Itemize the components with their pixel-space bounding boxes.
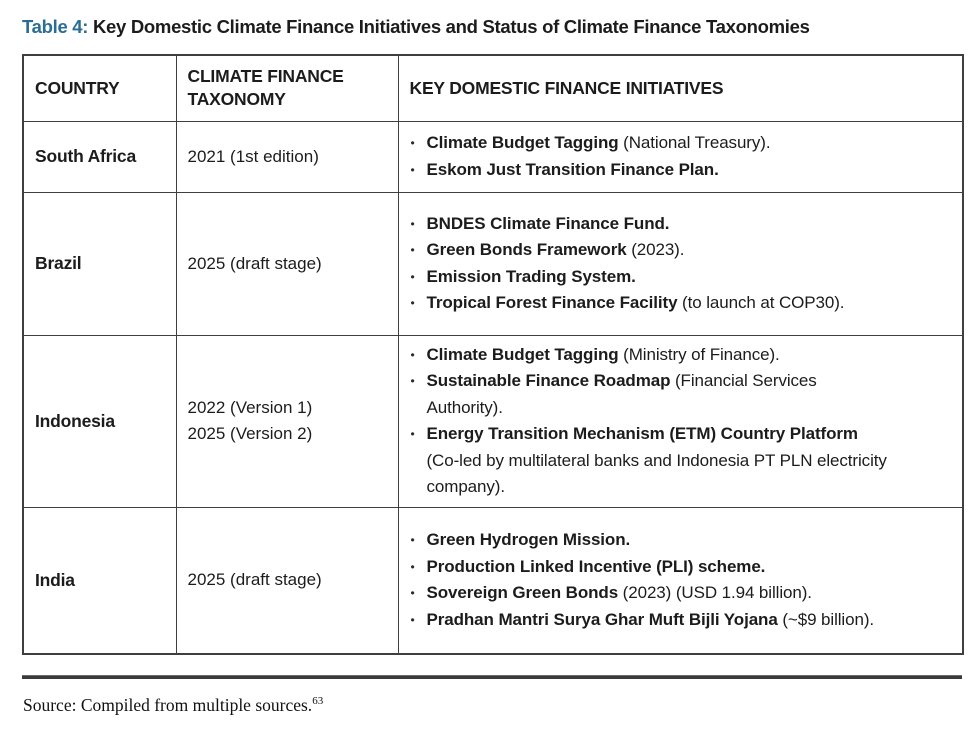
country-cell: South Africa [22, 120, 177, 193]
initiative-item: • Tropical Forest Finance Facility (to la… [409, 290, 955, 317]
initiative-text: BNDES Climate Finance Fund. [426, 213, 670, 233]
document-page: Table 4: Key Domestic Climate Finance In… [22, 0, 964, 716]
bullet-icon: • [410, 269, 415, 284]
bullet-icon: • [410, 347, 415, 362]
bullet-icon: • [410, 559, 415, 574]
column-header-country: COUNTRY [22, 54, 177, 122]
initiative-item: • Sustainable Finance Roadmap (Financial … [409, 368, 955, 421]
bullet-icon: • [410, 586, 415, 601]
country-cell: Indonesia [22, 334, 177, 508]
footnote-ref: 63 [312, 695, 324, 708]
bullet-icon: • [410, 296, 415, 310]
taxonomy-line: 2025 (Version 2) [187, 424, 313, 443]
initiative-text: Eskom Just Transition Finance Plan. [426, 159, 719, 179]
initiatives-cell: • Climate Budget Tagging (Ministry of Fin… [397, 334, 964, 508]
initiatives-cell: • BNDES Climate Finance Fund. • Green Bond… [397, 191, 964, 336]
initiative-item: • Production Linked Incentive (PLI) schem… [409, 554, 955, 581]
initiative-item: • Climate Budget Tagging (National Treasu… [409, 130, 955, 157]
initiative-item: • Green Bonds Framework (2023). [409, 237, 955, 264]
initiative-item: • Pradhan Mantri Surya Ghar Muft Bijli Yo… [409, 607, 955, 634]
taxonomy-cell: 2025 (draft stage) [175, 191, 399, 336]
bullet-icon: • [410, 243, 415, 257]
source-text: Source: Compiled from multiple sources. [23, 695, 313, 715]
initiative-text: Climate Budget Tagging (National Treasur… [426, 133, 771, 152]
initiative-text: Green Bonds Framework (2023). [426, 240, 685, 259]
country-cell: India [22, 506, 177, 655]
initiative-item: • Sovereign Green Bonds (2023) (USD 1.94 … [409, 580, 955, 607]
column-header-initiatives: KEY DOMESTIC FINANCE INITIATIVES [397, 54, 964, 122]
taxonomy-cell: 2021 (1st edition) [175, 120, 399, 193]
table-title: Table 4: Key Domestic Climate Finance In… [22, 0, 962, 39]
taxonomy-line: 2025 (draft stage) [187, 570, 322, 590]
bullet-icon: • [410, 612, 415, 627]
bullet-icon: • [410, 533, 415, 548]
initiative-item: • BNDES Climate Finance Fund. [409, 211, 955, 238]
bottom-rule [22, 675, 962, 679]
table-row-south-africa: South Africa 2021 (1st edition) • Climate… [22, 120, 964, 193]
bullet-icon: • [410, 162, 415, 177]
initiative-text: Energy Transition Mechanism (ETM) Countr… [426, 424, 887, 496]
initiatives-cell: • Climate Budget Tagging (National Treasu… [397, 120, 964, 193]
country-cell: Brazil [22, 191, 177, 336]
table-header-row: COUNTRY CLIMATE FINANCE TAXONOMY KEY DOM… [22, 54, 964, 122]
initiative-text: Pradhan Mantri Surya Ghar Muft Bijli Yoj… [426, 609, 875, 629]
initiatives-cell: • Green Hydrogen Mission. • Production Lin… [397, 506, 964, 655]
table-row-brazil: Brazil 2025 (draft stage) • BNDES Climate… [22, 191, 964, 336]
initiative-text: Emission Trading System. [426, 266, 636, 286]
initiative-item: • Climate Budget Tagging (Ministry of Fin… [409, 342, 955, 369]
bullet-icon: • [410, 427, 415, 441]
taxonomy-cell: 2025 (draft stage) [175, 506, 399, 655]
initiative-item: • Eskom Just Transition Finance Plan. [409, 157, 955, 184]
table-title-text: Key Domestic Climate Finance Initiatives… [88, 16, 810, 37]
bullet-icon: • [410, 136, 415, 150]
initiative-text: Climate Budget Tagging (Ministry of Fina… [426, 344, 780, 364]
taxonomy-line: 2021 (1st edition) [187, 146, 319, 166]
source-note: Source: Compiled from multiple sources.6… [23, 695, 962, 716]
climate-finance-table: COUNTRY CLIMATE FINANCE TAXONOMY KEY DOM… [22, 54, 964, 655]
initiative-text: Sovereign Green Bonds (2023) (USD 1.94 b… [426, 583, 813, 603]
taxonomy-cell: 2022 (Version 1) 2025 (Version 2) [175, 334, 399, 508]
initiative-text: Production Linked Incentive (PLI) scheme… [426, 556, 766, 576]
initiative-item: • Green Hydrogen Mission. [409, 527, 955, 554]
table-row-india: India 2025 (draft stage) • Green Hydrogen… [22, 506, 964, 655]
initiative-text: Sustainable Finance Roadmap (Financial S… [426, 371, 817, 417]
table-row-indonesia: Indonesia 2022 (Version 1) 2025 (Version… [22, 334, 964, 508]
taxonomy-line: 2022 (Version 1) [187, 398, 313, 417]
column-header-taxonomy: CLIMATE FINANCE TAXONOMY [175, 54, 399, 122]
bullet-icon: • [410, 216, 415, 231]
initiative-text: Green Hydrogen Mission. [426, 530, 631, 550]
initiative-item: • Energy Transition Mechanism (ETM) Count… [409, 421, 955, 501]
bullet-icon: • [410, 374, 415, 388]
taxonomy-line: 2025 (draft stage) [187, 253, 322, 273]
table-title-label: Table 4: [22, 16, 89, 37]
initiative-text: Tropical Forest Finance Facility (to lau… [426, 293, 845, 312]
initiative-item: • Emission Trading System. [409, 264, 955, 291]
